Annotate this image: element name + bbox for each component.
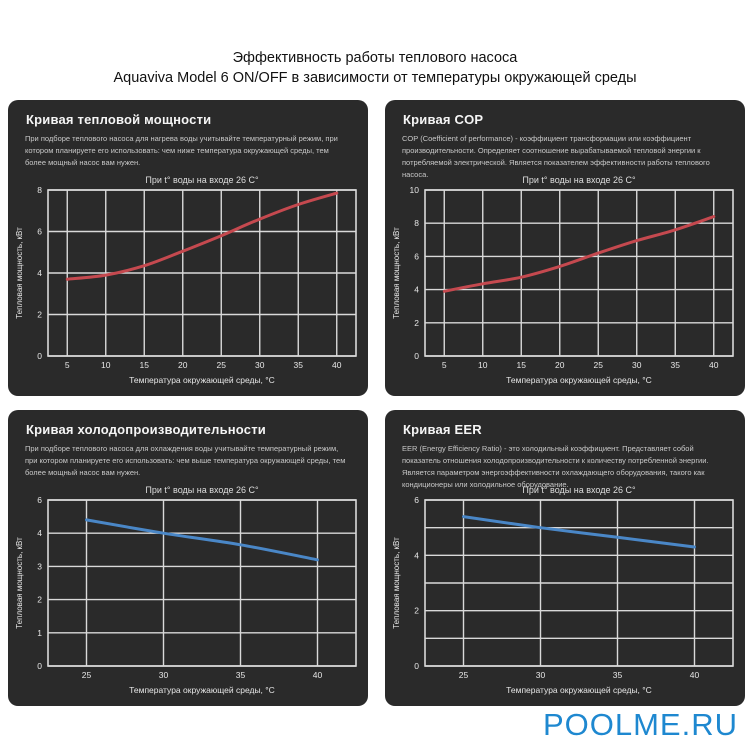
svg-text:0: 0 — [414, 661, 419, 671]
poolme-logo: POOLME.RU — [542, 706, 738, 742]
svg-text:40: 40 — [690, 670, 700, 680]
svg-text:0: 0 — [414, 351, 419, 361]
panel-description-cooling-capacity: При подборе теплового насоса для охлажде… — [25, 443, 346, 477]
panel-cooling-capacity-curve: Кривая холодопроизводительности При подб… — [8, 409, 368, 706]
svg-text:8: 8 — [414, 218, 419, 228]
svg-text:35: 35 — [294, 360, 304, 370]
svg-text:40: 40 — [332, 360, 342, 370]
svg-text:4: 4 — [37, 528, 42, 538]
svg-text:25: 25 — [459, 670, 469, 680]
page-title-line-2: Aquaviva Model 6 ON/OFF в зависимости от… — [113, 70, 637, 87]
svg-text:6: 6 — [37, 496, 42, 505]
svg-text:5: 5 — [65, 360, 70, 370]
svg-text:Тепловая мощность, кВт: Тепловая мощность, кВт — [15, 227, 24, 319]
svg-text:8: 8 — [37, 186, 42, 195]
svg-text:4: 4 — [414, 284, 419, 294]
svg-text:6: 6 — [37, 226, 42, 236]
svg-text:20: 20 — [178, 360, 188, 370]
svg-text:40: 40 — [313, 670, 323, 680]
panel-heat-power-curve: Кривая тепловой мощности При подборе теп… — [8, 99, 368, 396]
panel-title-cooling-capacity: Кривая холодопроизводительности — [26, 421, 266, 437]
panel-title-cop: Кривая COP — [403, 111, 484, 127]
svg-text:2: 2 — [37, 309, 42, 319]
heat-power-line-chart: 5 10 15 20 25 30 35 40 0 2 4 6 8 Температура окружающ… — [15, 186, 357, 385]
svg-text:0: 0 — [37, 661, 42, 671]
charts-grid: Кривая тепловой мощности При подборе теп… — [0, 99, 750, 706]
chart-subtitle-cop: При t° воды на входе 26 C° — [522, 174, 636, 185]
svg-text:4: 4 — [37, 268, 42, 278]
svg-text:1: 1 — [37, 627, 42, 637]
svg-text:40: 40 — [709, 360, 719, 370]
svg-text:15: 15 — [140, 360, 150, 370]
panel-cop-curve: Кривая COP COP (Coefficient of performan… — [385, 99, 745, 396]
svg-text:Температура окружающей среды,: Температура окружающей среды, °C — [129, 375, 275, 385]
svg-text:Тепловая мощность, кВт: Тепловая мощность, кВт — [392, 537, 401, 629]
svg-text:10: 10 — [410, 186, 420, 195]
cooling-capacity-line-chart: 25 30 35 40 0 1 2 3 4 6 Температура окружающей сре… — [15, 496, 357, 695]
cop-line-chart: 5 10 15 20 25 30 35 40 0 2 4 6 8 10 Температура окружа… — [392, 186, 734, 385]
chart-subtitle-cooling-capacity: При t° воды на входе 26 C° — [145, 484, 259, 495]
svg-text:5: 5 — [442, 360, 447, 370]
svg-text:Тепловая мощность, кВт: Тепловая мощность, кВт — [392, 227, 401, 319]
svg-text:6: 6 — [414, 251, 419, 261]
svg-text:35: 35 — [613, 670, 623, 680]
svg-text:30: 30 — [536, 670, 546, 680]
svg-text:10: 10 — [101, 360, 111, 370]
svg-text:35: 35 — [236, 670, 246, 680]
page-title: Эффективность работы теплового насоса Aq… — [0, 0, 750, 89]
svg-text:30: 30 — [255, 360, 265, 370]
chart-subtitle-heat-power: При t° воды на входе 26 C° — [145, 174, 259, 185]
svg-text:20: 20 — [555, 360, 565, 370]
svg-text:Тепловая мощность, кВт: Тепловая мощность, кВт — [15, 537, 24, 629]
svg-text:25: 25 — [217, 360, 227, 370]
panel-description-cop: COP (Coefficient of performance) - коэфф… — [402, 133, 710, 179]
eer-line-chart: 25 30 35 40 0 2 4 6 Температура окружающей среды… — [392, 496, 734, 695]
panel-title-heat-power: Кривая тепловой мощности — [26, 111, 212, 127]
panel-description-eer: EER (Energy Efficiency Ratio) - это холо… — [402, 443, 709, 489]
svg-text:30: 30 — [632, 360, 642, 370]
panel-eer-curve: Кривая EER EER (Energy Efficiency Ratio)… — [385, 409, 745, 706]
svg-text:25: 25 — [594, 360, 604, 370]
svg-text:Температура окружающей среды,: Температура окружающей среды, °C — [129, 685, 275, 695]
panel-description-heat-power: При подборе теплового насоса для нагрева… — [25, 133, 338, 167]
svg-text:6: 6 — [414, 496, 419, 505]
svg-text:2: 2 — [414, 605, 419, 615]
footer: POOLME.RU — [0, 706, 750, 743]
svg-text:4: 4 — [414, 550, 419, 560]
svg-text:25: 25 — [82, 670, 92, 680]
svg-text:10: 10 — [478, 360, 488, 370]
chart-subtitle-eer: При t° воды на входе 26 C° — [522, 484, 636, 495]
svg-text:30: 30 — [159, 670, 169, 680]
svg-text:Температура окружающей среды,: Температура окружающей среды, °C — [506, 685, 652, 695]
svg-text:2: 2 — [37, 594, 42, 604]
svg-text:35: 35 — [671, 360, 681, 370]
svg-text:15: 15 — [517, 360, 527, 370]
svg-text:0: 0 — [37, 351, 42, 361]
panel-title-eer: Кривая EER — [403, 421, 482, 437]
svg-text:Температура окружающей среды,: Температура окружающей среды, °C — [506, 375, 652, 385]
svg-text:3: 3 — [37, 561, 42, 571]
page-title-line-1: Эффективность работы теплового насоса — [232, 50, 518, 66]
svg-text:2: 2 — [414, 317, 419, 327]
